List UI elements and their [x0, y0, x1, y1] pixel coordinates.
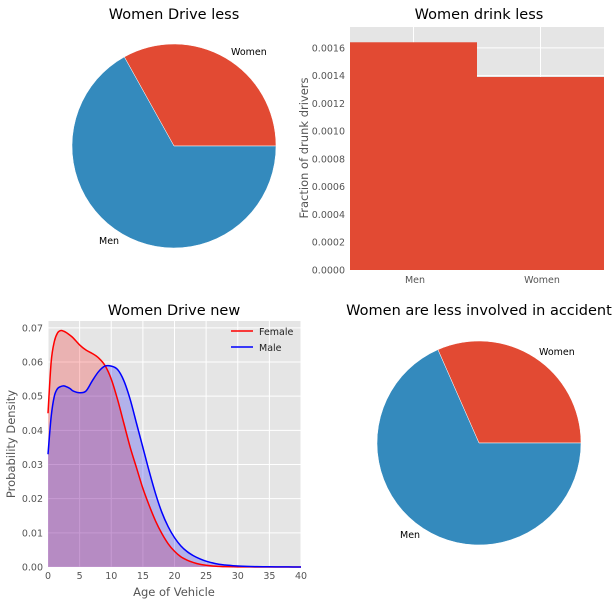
y-tick-label: 0.01 [22, 528, 43, 539]
y-tick-label: 0.06 [22, 358, 43, 369]
pie-label-women: Women [231, 47, 267, 58]
bar-chart-drink: Women drink less 0.0000 0.0002 0.0004 0.000… [297, 7, 604, 286]
bar-men [350, 42, 477, 270]
y-tick-label: 0.0016 [312, 43, 345, 54]
y-tick-label: 0.05 [22, 392, 43, 403]
legend: Female Male [231, 327, 294, 354]
x-tick-label: 5 [77, 571, 83, 582]
pie-label-women: Women [539, 347, 575, 358]
y-tick-label: 0.0006 [312, 182, 345, 193]
y-tick-label: 0.07 [22, 323, 43, 334]
y-axis-label: Fraction of drunk drivers [297, 77, 311, 218]
x-tick-label: Men [405, 275, 425, 286]
y-tick-label: 0.00 [22, 563, 43, 574]
y-tick-label: 0.0000 [312, 266, 345, 277]
x-tick-label: 35 [263, 571, 275, 582]
y-axis-label: Probability Density [4, 390, 18, 498]
pie-chart-accident: Women are less involved in accident Wome… [346, 303, 612, 546]
x-tick-label: 40 [295, 571, 307, 582]
pie-chart-drive: Women Drive less Women Men [71, 7, 277, 249]
y-tick-label: 0.02 [22, 494, 43, 505]
pie-label-men: Men [400, 530, 420, 541]
chart-title: Women Drive new [108, 303, 241, 319]
x-tick-label: 20 [168, 571, 180, 582]
y-tick-label: 0.0012 [312, 99, 345, 110]
pie-slice-men [71, 56, 277, 249]
pie-slice-women [437, 340, 582, 444]
chart-title: Women Drive less [109, 7, 240, 23]
y-tick-label: 0.04 [22, 426, 43, 437]
x-tick-label: 30 [232, 571, 244, 582]
x-tick-label: 10 [105, 571, 117, 582]
x-axis-label: Age of Vehicle [133, 585, 215, 599]
chart-title: Women are less involved in accident [346, 303, 612, 319]
y-tick-label: 0.03 [22, 460, 43, 471]
legend-label-male: Male [259, 343, 282, 354]
legend-label-female: Female [259, 327, 294, 338]
y-tick-label: 0.0004 [312, 210, 345, 221]
area-female [48, 330, 301, 568]
x-tick-label: 15 [137, 571, 149, 582]
pie-slice-men [376, 349, 582, 546]
x-tick-label: 0 [45, 571, 51, 582]
pie-slice-women [123, 43, 277, 147]
y-tick-label: 0.0014 [312, 71, 345, 82]
y-tick-label: 0.0002 [312, 238, 345, 249]
x-tick-label: Women [524, 275, 560, 286]
density-chart-vehicle-age: Women Drive new 0 5 10 15 20 25 30 35 40 0.00 0.0… [4, 303, 307, 599]
y-tick-label: 0.0008 [312, 154, 345, 165]
bar-women [477, 76, 604, 270]
area-male [48, 365, 301, 567]
chart-title: Women drink less [415, 7, 544, 23]
pie-label-men: Men [99, 236, 119, 247]
y-tick-label: 0.0010 [312, 127, 345, 138]
line-female [47, 329, 301, 568]
line-male [47, 364, 302, 568]
x-tick-label: 25 [200, 571, 212, 582]
